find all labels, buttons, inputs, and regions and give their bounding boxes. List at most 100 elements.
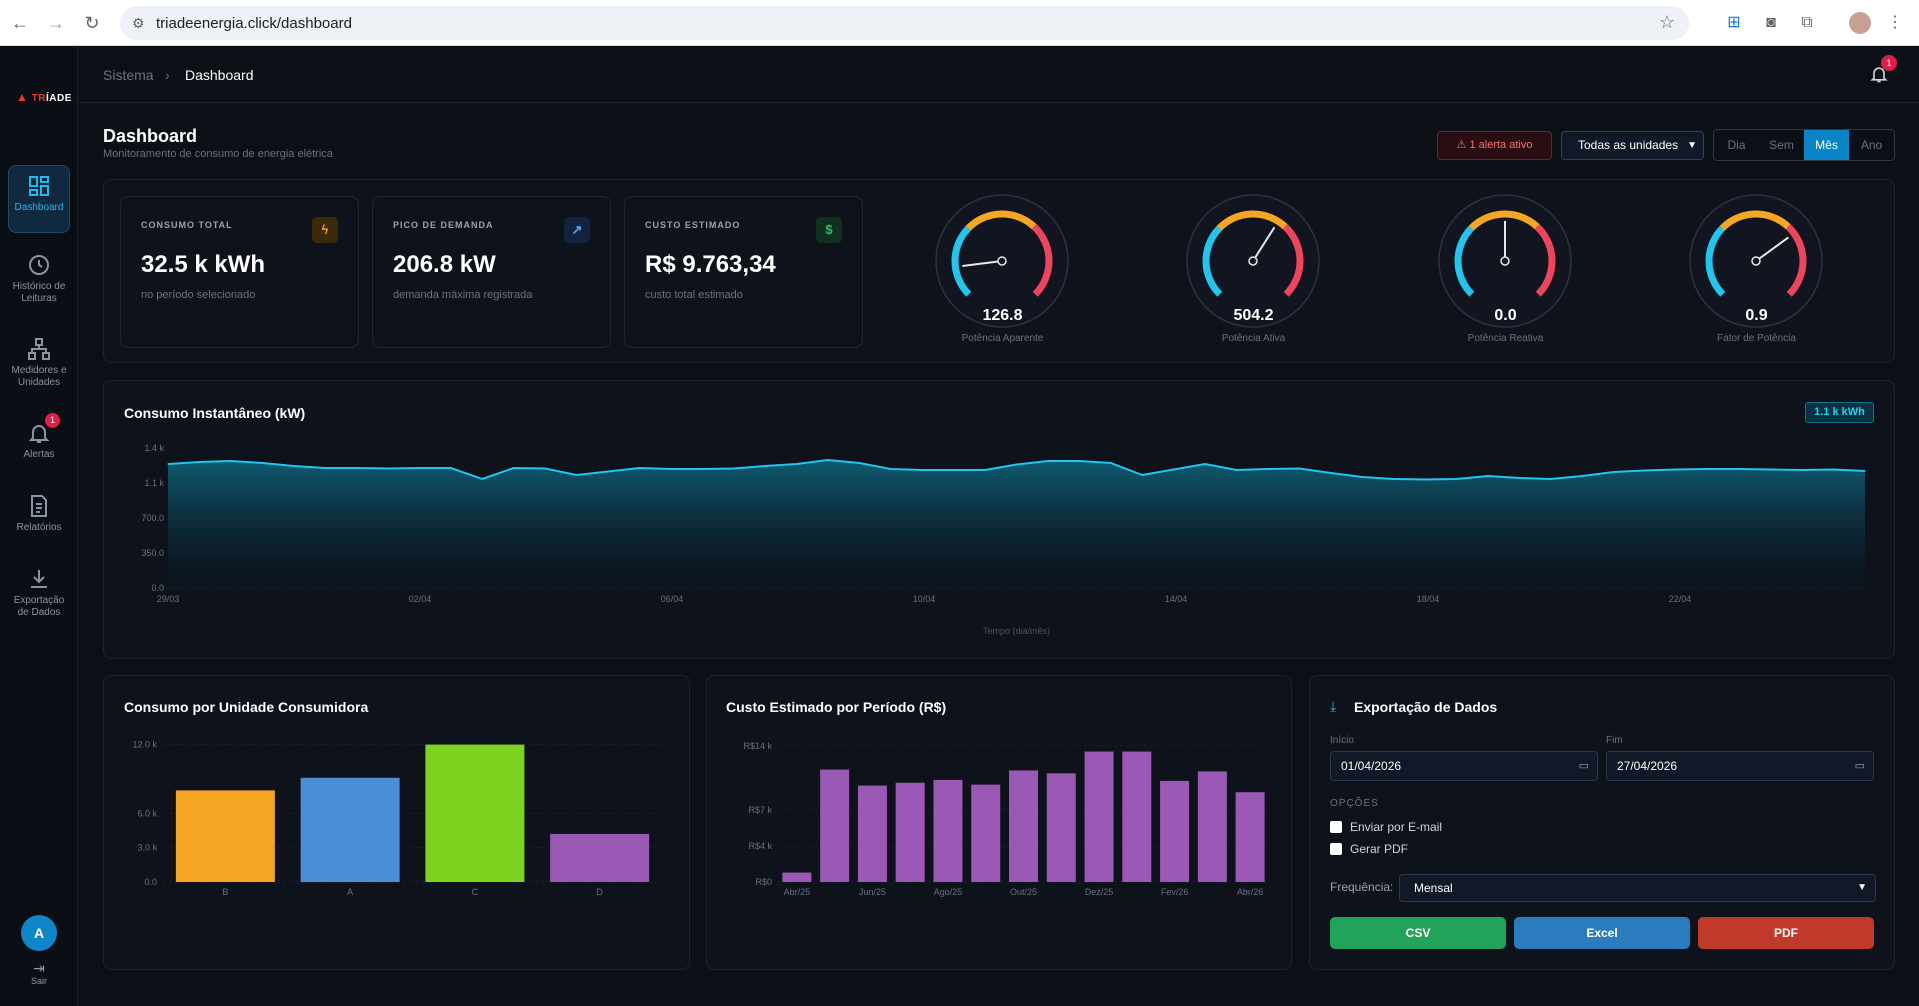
export-pdf-button[interactable]: PDF	[1698, 917, 1874, 949]
logout-button[interactable]: ⇥ Sair	[24, 960, 54, 986]
gauge-arc-high	[1031, 224, 1053, 297]
data-point	[324, 467, 326, 469]
gauge-label: Potência Aparente	[961, 333, 1044, 344]
gauge-arc-mid	[1468, 210, 1540, 231]
instant-kwh-badge: 1.1 k kWh	[1805, 402, 1874, 423]
end-date-label: Fim	[1606, 735, 1623, 746]
gauge-label: Potência Ativa	[1221, 333, 1286, 344]
document-icon	[31, 495, 47, 517]
gauge-arc-mid	[1719, 210, 1791, 231]
area-fill	[168, 460, 1865, 588]
breadcrumb-separator-icon: ›	[165, 67, 170, 83]
y-tick-label: R$0	[755, 877, 772, 887]
data-point	[1173, 468, 1175, 471]
gauge-dial	[1689, 194, 1823, 328]
end-date-input[interactable]: 27/04/2026 ▭	[1606, 751, 1874, 781]
unit-chart-title: Consumo por Unidade Consumidora	[124, 699, 369, 715]
gauge-arc-low	[1202, 225, 1223, 297]
address-bar[interactable]: ⚙ triadeenergia.click/dashboard ☆	[120, 6, 1689, 40]
translate-icon[interactable]: ⊞	[1727, 14, 1741, 31]
gauge-value: 0.9	[1745, 307, 1768, 324]
reload-icon[interactable]: ↻	[84, 13, 100, 33]
notifications-bell-icon[interactable]	[1869, 63, 1889, 85]
frequency-select[interactable]: Mensal ▼	[1399, 874, 1876, 902]
gauge-potencia-ativa: 504.2 Potência Ativa	[1181, 193, 1326, 353]
gauge-potencia-reativa: 0.0 Potência Reativa	[1433, 193, 1578, 353]
active-alerts-label: 1 alerta ativo	[1469, 139, 1533, 151]
period-dia[interactable]: Dia	[1727, 138, 1746, 152]
y-tick-label: 0.0	[144, 877, 157, 887]
sidebar-item-alertas[interactable]: Alertas 1	[8, 413, 70, 481]
back-icon[interactable]: ←	[11, 13, 29, 33]
period-ano[interactable]: Ano	[1860, 138, 1883, 152]
sidebar-item-medidores[interactable]: Medidores e Unidades	[8, 329, 70, 397]
x-tick-label: D	[596, 887, 603, 897]
sidebar-item-relatorios[interactable]: Relatórios	[8, 486, 70, 554]
data-point	[450, 467, 452, 469]
camera-icon[interactable]: ◙	[1766, 14, 1776, 31]
frequency-value: Mensal	[1414, 881, 1453, 895]
bar	[1046, 773, 1076, 882]
dollar-icon: $	[816, 217, 842, 243]
sidebar-item-label: Histórico de Leituras	[12, 281, 66, 304]
y-tick-label: R$14 k	[743, 741, 772, 751]
extensions-icon[interactable]: ⧉	[1801, 14, 1813, 31]
data-point	[418, 467, 421, 469]
user-avatar[interactable]: A	[21, 915, 57, 951]
x-tick-label: 18/04	[1417, 594, 1440, 604]
sidebar-item-exportacao[interactable]: Exportação de Dados	[8, 559, 70, 643]
logo-text: ÍADE	[46, 93, 72, 104]
site-info-icon[interactable]: ⚙	[132, 15, 145, 31]
period-sem[interactable]: Sem	[1769, 138, 1794, 152]
gauge-fator-potencia: 0.9 Fator de Potência	[1684, 193, 1829, 353]
export-excel-button[interactable]: Excel	[1514, 917, 1690, 949]
bar	[300, 777, 400, 882]
instant-consumption-chart: 0.0 350.0 700.0 1.1 k 1.4 k 29/03 02/04 06/04 10…	[141, 443, 1866, 636]
data-point	[1393, 478, 1395, 480]
data-point	[167, 463, 169, 465]
url-text[interactable]: triadeenergia.click/dashboard	[156, 15, 352, 32]
data-point	[261, 462, 263, 464]
data-point	[1424, 478, 1426, 481]
sidebar-item-historico[interactable]: Histórico de Leituras	[8, 245, 70, 313]
unit-select[interactable]: Todas as unidades ▼	[1561, 131, 1704, 160]
data-point	[1675, 468, 1678, 471]
data-point	[1015, 463, 1018, 466]
frequency-label: Frequência:	[1330, 880, 1394, 894]
download-icon	[31, 570, 47, 588]
kpi-pico-demanda: PICO DE DEMANDA ↗ 206.8 kW demanda máxim…	[372, 196, 611, 348]
pdf-checkbox[interactable]	[1330, 843, 1342, 855]
active-alerts-button[interactable]: ⚠ 1 alerta ativo	[1437, 131, 1552, 160]
breadcrumb-root[interactable]: Sistema	[103, 67, 154, 83]
export-csv-button[interactable]: CSV	[1330, 917, 1506, 949]
end-date-value: 27/04/2026	[1617, 759, 1678, 773]
unit-consumption-chart: 0.0 3.0 k 6.0 k 12.0 k B A C D	[132, 740, 662, 897]
lightning-icon: ϟ	[312, 217, 338, 243]
bar	[175, 790, 275, 882]
data-point	[293, 465, 295, 467]
y-tick-label: 1.4 k	[144, 443, 164, 453]
calendar-icon[interactable]: ▭	[1854, 760, 1865, 772]
gauge-needle	[962, 260, 1003, 268]
bookmark-star-icon[interactable]: ☆	[1658, 12, 1675, 32]
options-label: OPÇÕES	[1330, 798, 1379, 809]
data-point	[1612, 471, 1615, 473]
profile-avatar[interactable]	[1849, 12, 1871, 34]
kpi-consumo-total: CONSUMO TOTAL ϟ 32.5 k kWh no período se…	[120, 196, 359, 348]
data-point	[1047, 460, 1049, 462]
gauge-value: 504.2	[1233, 307, 1274, 324]
period-mes[interactable]: Mês	[1804, 130, 1849, 160]
start-date-input[interactable]: 01/04/2026 ▭	[1330, 751, 1598, 781]
data-point	[921, 469, 923, 471]
calendar-icon[interactable]: ▭	[1578, 760, 1589, 772]
browser-menu-icon[interactable]: ⋮	[1887, 14, 1903, 31]
bar	[782, 872, 812, 882]
forward-icon[interactable]: →	[47, 13, 65, 33]
instant-chart-title: Consumo Instantâneo (kW)	[124, 405, 306, 421]
sidebar-item-dashboard[interactable]: Dashboard	[8, 165, 70, 233]
bar	[425, 744, 525, 882]
alert-count-badge: 1	[45, 413, 60, 428]
y-tick-label: 1.1 k	[144, 478, 164, 488]
email-checkbox[interactable]	[1330, 821, 1342, 833]
data-point	[1707, 468, 1709, 470]
